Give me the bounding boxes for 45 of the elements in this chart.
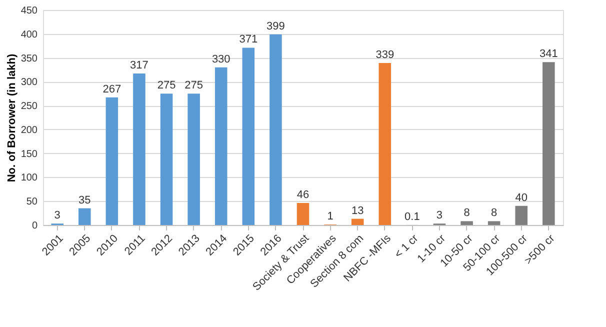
- y-tick-label: 200: [20, 124, 38, 136]
- data-label: 8: [491, 207, 498, 220]
- data-label: 341: [539, 48, 558, 60]
- bar: [188, 94, 200, 225]
- data-label: 317: [130, 60, 148, 72]
- y-tick-label: 300: [20, 77, 38, 88]
- data-label: 3: [54, 210, 60, 222]
- y-tick-label: 0: [32, 220, 38, 232]
- data-label: 46: [296, 189, 310, 202]
- bar: [488, 221, 500, 225]
- data-label: 275: [184, 80, 203, 92]
- bar: [296, 203, 310, 225]
- bar: [542, 62, 555, 225]
- y-tick-label: 350: [20, 53, 38, 64]
- bar: [378, 63, 392, 225]
- bar: [351, 218, 364, 225]
- data-label: 275: [157, 80, 176, 92]
- y-tick-label: 400: [20, 29, 38, 40]
- bar: [460, 221, 473, 225]
- y-tick-label: 100: [20, 172, 38, 184]
- y-tick-label: 450: [20, 6, 38, 16]
- data-label: 3: [436, 210, 443, 222]
- data-label: 339: [376, 49, 394, 62]
- bar: [270, 34, 282, 225]
- bar: [106, 97, 118, 225]
- bar: [160, 94, 173, 225]
- data-label: 399: [266, 20, 285, 32]
- data-label: 330: [212, 53, 230, 66]
- data-label: 13: [351, 204, 364, 217]
- data-label: 371: [239, 34, 258, 46]
- data-label: 8: [464, 207, 470, 220]
- data-label: 35: [78, 194, 91, 206]
- data-label: 0.1: [404, 210, 420, 223]
- data-label: 1: [327, 210, 334, 223]
- y-tick-label: 150: [20, 148, 38, 160]
- bar: [78, 208, 91, 225]
- data-label: 267: [102, 83, 122, 96]
- bar: [133, 74, 146, 225]
- y-axis-title: No. of Borrower (in lakh): [6, 54, 18, 182]
- bar: [515, 206, 528, 225]
- bar: [214, 67, 228, 225]
- y-tick-label: 50: [26, 196, 38, 208]
- y-tick-label: 250: [20, 101, 38, 112]
- bar: [242, 48, 255, 225]
- data-label: 40: [515, 192, 528, 204]
